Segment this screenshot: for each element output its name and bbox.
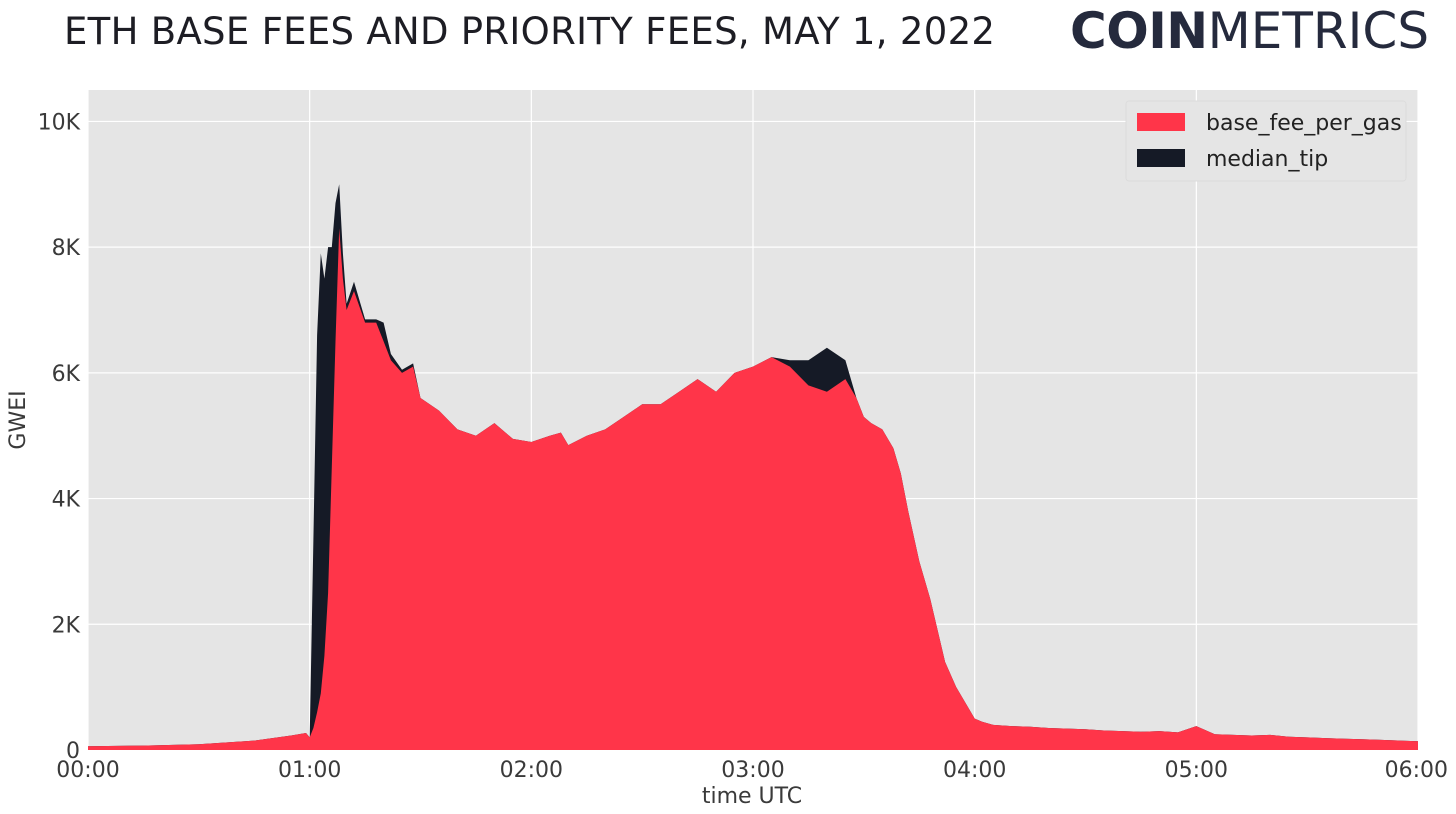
x-tick-label: 00:00: [56, 758, 119, 783]
y-tick-label: 4K: [52, 488, 81, 513]
coinmetrics-logo: COINMETRICS: [1070, 2, 1429, 60]
legend-label-base-fee: base_fee_per_gas: [1206, 111, 1402, 136]
gridlines: [87, 90, 1419, 751]
legend-swatch-base-fee: [1137, 113, 1185, 131]
logo-text-metrics: METRICS: [1207, 2, 1430, 60]
y-axis-ticks: 0 2K 4K 6K 8K 10K: [38, 110, 81, 764]
x-tick-label: 05:00: [1165, 758, 1228, 783]
y-tick-label: 8K: [52, 236, 81, 261]
logo-text-coin: COIN: [1070, 2, 1208, 60]
legend: base_fee_per_gas median_tip: [1125, 100, 1407, 182]
x-tick-label: 04:00: [943, 758, 1006, 783]
legend-box: [1125, 100, 1407, 182]
y-tick-label: 0: [66, 739, 80, 764]
legend-label-median-tip: median_tip: [1206, 147, 1328, 172]
x-tick-label: 01:00: [278, 758, 341, 783]
y-axis-label: GWEI: [6, 390, 31, 449]
x-axis-label: time UTC: [702, 784, 802, 809]
x-axis-ticks: 00:00 01:00 02:00 03:00 04:00 05:00 06:00: [56, 758, 1448, 783]
x-tick-label: 06:00: [1385, 758, 1448, 783]
legend-swatch-median-tip: [1137, 149, 1185, 167]
y-tick-label: 2K: [52, 613, 81, 638]
base-fee-area: [88, 228, 1418, 751]
chart-title: ETH BASE FEES AND PRIORITY FEES, MAY 1, …: [64, 10, 996, 53]
x-tick-label: 03:00: [721, 758, 784, 783]
y-tick-label: 10K: [38, 110, 81, 135]
y-tick-label: 6K: [52, 362, 81, 387]
x-tick-label: 02:00: [500, 758, 563, 783]
